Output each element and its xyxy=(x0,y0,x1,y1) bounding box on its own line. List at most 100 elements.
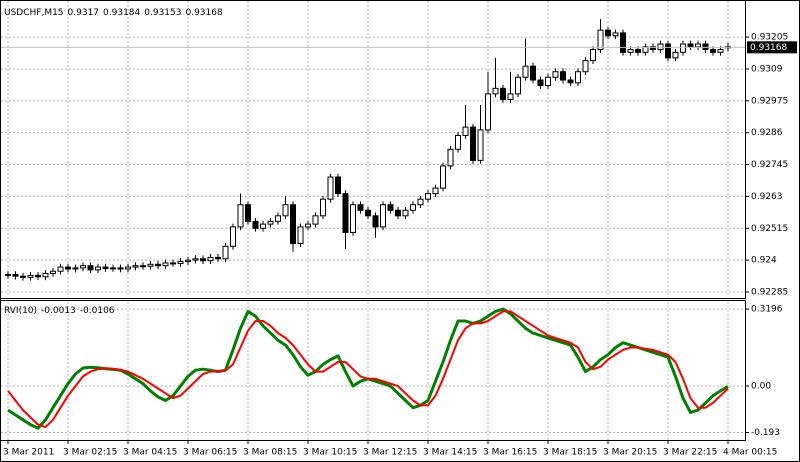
candle-body xyxy=(185,259,191,263)
y-tick-label: 0.9263 xyxy=(751,192,783,202)
candle-body xyxy=(222,245,229,260)
y-tick-label: 0.92285 xyxy=(751,288,788,298)
candle-body xyxy=(5,274,11,277)
x-tick-label: 4 Mar 00:15 xyxy=(723,448,777,458)
candle-body xyxy=(35,274,41,278)
candle-body xyxy=(552,71,559,78)
candle-body xyxy=(635,49,641,53)
candle-body xyxy=(425,193,431,200)
candle-body xyxy=(402,209,409,217)
candle-body xyxy=(575,71,581,84)
candle-body xyxy=(237,204,244,228)
candle-body xyxy=(477,129,484,161)
candle-body xyxy=(500,87,506,100)
price-panel xyxy=(0,0,746,299)
candle-body xyxy=(80,265,86,269)
candle-body xyxy=(717,49,724,53)
candle-body xyxy=(702,43,709,51)
candle-body xyxy=(192,258,199,261)
candle-body xyxy=(627,49,634,53)
candle-body xyxy=(170,262,176,265)
candle-body xyxy=(50,270,56,274)
candle-body xyxy=(492,87,499,95)
candle-body xyxy=(687,43,694,48)
candle-body xyxy=(162,262,169,267)
candle-body xyxy=(357,204,364,211)
current-price-label: 0.93168 xyxy=(750,43,787,53)
y-tick-label: 0.924 xyxy=(751,256,777,266)
candle-body xyxy=(282,204,289,217)
x-tick-label: 3 Mar 22:15 xyxy=(663,448,717,458)
candle-body xyxy=(567,79,574,84)
candle-body xyxy=(290,204,296,245)
candle-body xyxy=(447,148,454,167)
panel-header: RVI(10) -0.0013 -0.0106 xyxy=(4,306,115,316)
x-tick-label: 3 Mar 16:15 xyxy=(483,448,537,458)
candle-body xyxy=(515,76,521,95)
y-tick-label: 0.93205 xyxy=(751,33,788,43)
candle-body xyxy=(327,176,334,200)
candle-body xyxy=(335,176,341,195)
x-tick-label: 3 Mar 06:15 xyxy=(183,448,237,458)
candle-body xyxy=(365,209,371,217)
x-tick-label: 3 Mar 20:15 xyxy=(603,448,657,458)
candle-body xyxy=(95,266,101,271)
candle-body xyxy=(650,46,656,51)
x-tick-label: 3 Mar 18:15 xyxy=(543,448,597,458)
x-tick-label: 3 Mar 08:15 xyxy=(243,448,297,458)
x-tick-label: 3 Mar 10:15 xyxy=(303,448,357,458)
candle-body xyxy=(695,43,701,48)
candle-body xyxy=(65,266,71,270)
candle-body xyxy=(147,263,154,267)
candle-body xyxy=(320,198,326,217)
candle-body xyxy=(207,256,214,262)
candle-body xyxy=(620,32,626,53)
candle-body xyxy=(387,204,394,211)
rvi-line xyxy=(7,310,729,428)
y-tick-label: 0.9309 xyxy=(751,64,783,74)
candle-body xyxy=(140,265,146,268)
candle-body xyxy=(410,204,416,211)
candle-body xyxy=(440,165,446,189)
candle-body xyxy=(590,49,596,62)
candle-body xyxy=(417,198,424,206)
candle-body xyxy=(597,29,604,51)
header-value: 0.93168 xyxy=(185,8,222,18)
candle-body xyxy=(200,258,206,262)
panel-header: USDCHF,M15 0.9317 0.93184 0.93153 0.93168 xyxy=(4,8,223,18)
header-value: -0.0106 xyxy=(80,306,115,316)
candle-body xyxy=(582,60,589,73)
candle-body xyxy=(27,274,34,278)
candle-body xyxy=(530,65,536,81)
candle-body xyxy=(545,76,551,87)
candle-body xyxy=(605,29,611,37)
candle-body xyxy=(72,267,79,270)
header-value: 0.93184 xyxy=(103,8,140,18)
candle-body xyxy=(432,187,439,195)
candle-body xyxy=(177,261,184,264)
x-tick-label: 3 Mar 12:15 xyxy=(363,448,417,458)
indicator-panel xyxy=(0,300,746,441)
candle-body xyxy=(522,65,529,78)
candle-body xyxy=(560,71,566,81)
candle-body xyxy=(462,126,469,136)
candle-body xyxy=(672,51,679,59)
candle-body xyxy=(117,267,124,270)
candle-body xyxy=(12,274,19,277)
y-tick-label: 0.9286 xyxy=(751,128,783,138)
candle-body xyxy=(260,223,266,229)
candle-body xyxy=(455,134,461,150)
y-tick-label: 0.92975 xyxy=(751,96,788,106)
candle-body xyxy=(102,266,109,269)
candle-body xyxy=(305,223,311,228)
candle-body xyxy=(215,256,221,260)
candle-body xyxy=(395,209,401,217)
candle-body xyxy=(275,215,281,222)
candle-body xyxy=(42,272,49,278)
candle-body xyxy=(350,204,356,233)
y-tick-label: 0.3196 xyxy=(751,305,783,315)
candle-body xyxy=(125,266,131,270)
candle-body xyxy=(507,93,514,100)
